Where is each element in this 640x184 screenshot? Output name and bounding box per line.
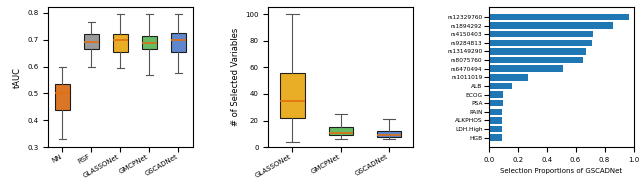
Bar <box>489 22 613 29</box>
PathPatch shape <box>142 36 157 49</box>
Bar <box>489 91 503 98</box>
Bar <box>489 40 591 46</box>
Y-axis label: # of Selected Variables: # of Selected Variables <box>230 28 239 126</box>
Bar <box>489 14 629 20</box>
Bar <box>489 117 502 124</box>
Bar <box>489 100 503 106</box>
PathPatch shape <box>329 127 353 135</box>
PathPatch shape <box>84 34 99 49</box>
Bar <box>489 126 502 132</box>
PathPatch shape <box>55 84 70 109</box>
PathPatch shape <box>113 34 128 52</box>
Bar <box>489 74 528 81</box>
Bar <box>489 66 563 72</box>
Bar <box>489 31 593 37</box>
Bar <box>489 57 583 63</box>
Y-axis label: tAUC: tAUC <box>12 67 22 88</box>
Bar <box>489 109 502 115</box>
X-axis label: Selection Proportions of GSCADNet: Selection Proportions of GSCADNet <box>500 169 622 174</box>
PathPatch shape <box>172 33 186 52</box>
Bar <box>489 134 502 141</box>
PathPatch shape <box>377 131 401 137</box>
Bar <box>489 83 512 89</box>
PathPatch shape <box>280 73 305 118</box>
Bar <box>489 48 586 55</box>
